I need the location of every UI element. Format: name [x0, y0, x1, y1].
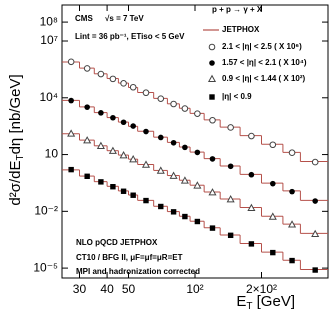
- y-tick-label: 10⁻⁵: [33, 260, 58, 274]
- data-point: [143, 128, 149, 135]
- annotation: √s = 7 TeV: [105, 14, 144, 23]
- annotation: Lint = 36 pb⁻¹, ETiso < 5 GeV: [75, 32, 185, 41]
- data-point: [157, 95, 165, 102]
- x-tick-label: 40: [100, 282, 114, 296]
- legend-title: p + p → γ + X: [212, 5, 263, 14]
- data-point: [170, 139, 177, 146]
- data-point: [68, 166, 74, 173]
- y-tick-label: 10: [45, 147, 59, 161]
- data-point: [158, 203, 164, 210]
- data-point: [209, 116, 216, 124]
- data-point: [226, 195, 235, 203]
- data-point: [110, 114, 116, 121]
- annotation: NLO pQCD JETPHOX: [76, 238, 158, 247]
- data-point: [181, 105, 189, 112]
- data-point: [248, 171, 255, 178]
- data-point: [129, 154, 138, 163]
- x-tick-label: 2×10²: [246, 282, 277, 296]
- data-point: [248, 132, 255, 140]
- data-point: [143, 197, 149, 204]
- annotation: CT10 / BFG II, μF=μf=μR=ET: [76, 253, 183, 262]
- data-point: [288, 149, 296, 157]
- data-point: [119, 150, 128, 159]
- data-point: [182, 144, 188, 151]
- data-point: [68, 97, 74, 104]
- data-point: [142, 89, 150, 97]
- x-tick-label: 50: [122, 282, 136, 296]
- data-point: [227, 124, 234, 131]
- y-axis-label: d²σ/dETdη [nb/GeV]: [7, 74, 26, 205]
- data-point: [110, 184, 116, 190]
- data-point: [156, 166, 165, 174]
- legend-marker: [207, 74, 217, 82]
- data-point: [170, 100, 177, 108]
- data-point: [312, 267, 318, 273]
- data-point: [288, 220, 297, 228]
- data-point: [129, 83, 137, 91]
- data-point: [130, 123, 136, 129]
- data-point: [67, 58, 75, 66]
- data-point: [194, 149, 201, 156]
- data-point: [182, 213, 188, 220]
- data-point: [194, 110, 201, 117]
- legend-label: 2.1 < |η| < 2.5 ( X 10⁶): [222, 42, 302, 51]
- data-point: [141, 160, 151, 168]
- data-point: [194, 218, 201, 225]
- annotation: CMS: [75, 14, 93, 23]
- legend-label: |η| < 0.9: [222, 92, 252, 101]
- data-point: [289, 188, 295, 195]
- data-point: [209, 225, 216, 231]
- data-point: [270, 249, 276, 256]
- data-point: [108, 146, 117, 154]
- y-tick-label: 10⁻²: [34, 204, 58, 218]
- legend-label: JETPHOX: [222, 25, 260, 34]
- data-point: [312, 198, 318, 204]
- data-point: [289, 257, 295, 264]
- data-point: [98, 110, 104, 116]
- data-point: [98, 179, 104, 185]
- y-tick-label: 10⁸: [40, 14, 58, 28]
- data-point: [269, 141, 277, 149]
- data-point: [270, 180, 276, 187]
- data-point: [208, 188, 217, 196]
- data-point: [248, 241, 255, 247]
- legend-marker: [209, 94, 215, 100]
- y-tick-label: 10⁴: [39, 90, 58, 104]
- data-point: [84, 104, 90, 110]
- legend-marker: [208, 43, 216, 51]
- legend-marker: [209, 60, 215, 66]
- data-point: [209, 156, 216, 162]
- data-point: [130, 192, 136, 198]
- data-point: [120, 80, 127, 87]
- data-point: [247, 203, 256, 211]
- data-point: [109, 75, 117, 83]
- data-point: [67, 129, 76, 137]
- data-point: [83, 136, 92, 144]
- data-point: [157, 134, 164, 141]
- x-tick-label: 10²: [186, 282, 203, 296]
- data-point: [180, 176, 189, 184]
- data-point: [83, 65, 91, 72]
- data-point: [311, 158, 319, 166]
- data-point: [193, 181, 202, 189]
- data-point: [120, 188, 127, 194]
- x-axis-label: ET [GeV]: [236, 293, 295, 312]
- data-point: [169, 171, 178, 179]
- legend-label: 1.57 < |η| < 2.1 ( X 10⁴): [222, 58, 307, 67]
- legend-label: 0.9 < |η| < 1.44 ( X 10²): [222, 74, 306, 83]
- data-point: [311, 229, 320, 238]
- data-point: [268, 212, 277, 220]
- annotation: MPI and hadronization corrected: [76, 267, 200, 276]
- data-point: [96, 141, 105, 149]
- data-point: [84, 173, 90, 179]
- data-point: [227, 163, 234, 170]
- y-tick-label: 10⁷: [40, 33, 58, 47]
- x-tick-label: 30: [73, 282, 87, 296]
- data-point: [97, 70, 105, 78]
- data-point: [120, 119, 127, 126]
- data-point: [170, 209, 177, 215]
- data-point: [227, 232, 234, 239]
